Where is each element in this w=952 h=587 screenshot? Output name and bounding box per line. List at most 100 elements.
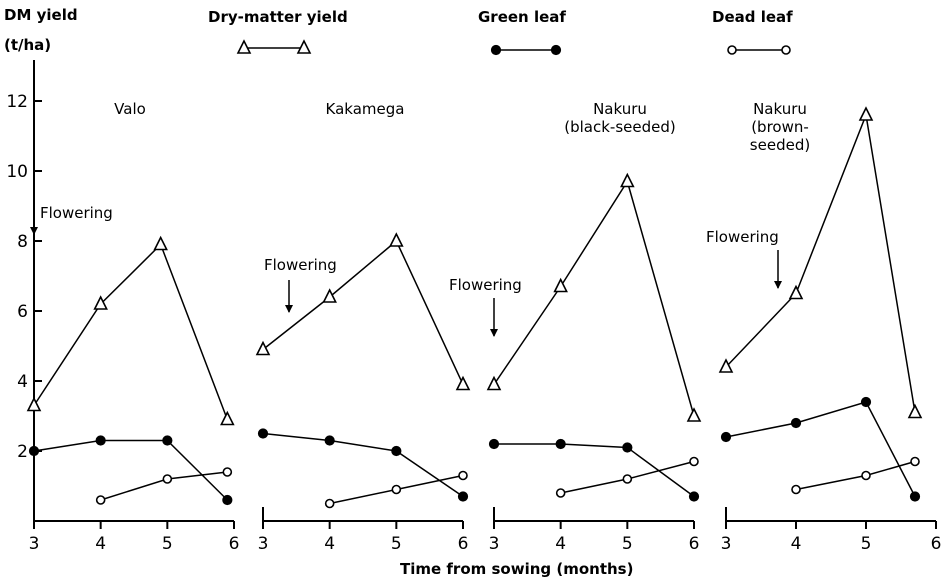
- series-line-panel-4-dry-matter-yield: [725, 112, 916, 413]
- legend-marker-dry-matter-yield-right: [296, 39, 312, 54]
- x-tick-label-panel-3-5: 5: [622, 534, 633, 554]
- point-panel-3-dead-leaf-1: [622, 474, 633, 484]
- x-tick-label-panel-2-4: 4: [324, 534, 335, 554]
- point-panel-3-green-leaf-0: [488, 438, 500, 450]
- point-panel-2-dry-matter-yield-0: [255, 340, 271, 356]
- legend-marker-green-leaf-left: [490, 44, 502, 56]
- flowering-arrow-head-panel-2: [285, 305, 293, 313]
- point-panel-1-green-leaf-2: [162, 435, 173, 446]
- point-panel-1-dry-matter-yield-1: [93, 295, 108, 310]
- point-panel-1-dead-leaf-1: [162, 474, 173, 484]
- x-tick-label-panel-3-4: 4: [555, 534, 566, 554]
- point-panel-2-dry-matter-yield-3: [455, 375, 471, 391]
- point-panel-2-green-leaf-2: [391, 445, 402, 457]
- x-tick-label-panel-4-4: 4: [791, 534, 802, 554]
- point-panel-1-dead-leaf-0: [95, 495, 106, 505]
- point-panel-3-dry-matter-yield-0: [486, 375, 502, 391]
- point-panel-3-green-leaf-1: [555, 438, 566, 450]
- point-panel-3-green-leaf-3: [688, 491, 700, 502]
- x-tick-label-panel-1-5: 5: [162, 534, 173, 554]
- legend-marker-dead-leaf-right: [781, 45, 791, 55]
- panel-title-nakuru-brown: Nakuru (brown- seeded): [749, 100, 811, 154]
- panel-title-nakuru-black: Nakuru (black-seeded): [564, 100, 676, 136]
- x-tick-label-panel-2-5: 5: [391, 534, 402, 554]
- legend-marker-green-leaf-right: [550, 44, 562, 56]
- panel-title-kakamega: Kakamega: [325, 100, 405, 118]
- point-panel-3-dry-matter-yield-1: [553, 277, 568, 293]
- x-axis-label: Time from sowing (months): [400, 560, 634, 578]
- point-panel-1-dry-matter-yield-0: [26, 396, 42, 412]
- flowering-arrow-head-panel-3: [490, 329, 498, 337]
- point-panel-4-dry-matter-yield-3: [907, 403, 923, 419]
- x-tick-label-panel-1-6: 6: [229, 534, 240, 554]
- point-panel-3-green-leaf-2: [622, 442, 633, 453]
- flowering-label-panel-2: Flowering: [264, 256, 337, 274]
- point-panel-2-green-leaf-0: [257, 428, 269, 439]
- x-tick-label-panel-3-3: 3: [489, 534, 500, 554]
- series-line-panel-1-green-leaf: [33, 439, 228, 501]
- x-tick-label-panel-4-3: 3: [721, 534, 732, 554]
- point-panel-2-dry-matter-yield-2: [389, 232, 404, 247]
- series-line-panel-1-dry-matter-yield: [33, 243, 229, 420]
- y-axis-label-line1: DM yield: [4, 6, 78, 24]
- point-panel-1-dry-matter-yield-3: [220, 410, 235, 426]
- point-panel-2-dry-matter-yield-1: [322, 288, 337, 303]
- legend-marker-dry-matter-yield-left: [236, 39, 252, 54]
- point-panel-1-dry-matter-yield-2: [153, 235, 168, 251]
- point-panel-4-green-leaf-0: [720, 431, 732, 443]
- x-tick-label-panel-3-6: 6: [689, 534, 700, 554]
- legend-label-green-leaf: Green leaf: [478, 8, 566, 26]
- flowering-arrow-head-panel-1: [30, 227, 38, 235]
- point-panel-1-green-leaf-0: [28, 445, 40, 457]
- y-tick-label-2: 2: [17, 442, 28, 462]
- point-panel-4-green-leaf-1: [790, 417, 802, 429]
- series-line-panel-2-green-leaf: [262, 432, 464, 498]
- flowering-label-panel-3: Flowering: [449, 276, 522, 294]
- y-tick-label-6: 6: [17, 302, 28, 322]
- y-axis-label-line2: (t/ha): [4, 36, 52, 54]
- x-tick-label-panel-4-5: 5: [861, 534, 872, 554]
- flowering-arrow-head-panel-4: [774, 281, 782, 289]
- point-panel-2-dead-leaf-2: [458, 470, 468, 481]
- series-line-panel-3-green-leaf: [494, 443, 695, 498]
- series-line-panel-4-dead-leaf: [795, 460, 916, 491]
- x-tick-label-panel-2-6: 6: [458, 534, 469, 554]
- x-tick-label-panel-2-3: 3: [258, 534, 269, 554]
- point-panel-2-green-leaf-1: [324, 435, 335, 446]
- point-panel-1-dead-leaf-2: [222, 467, 233, 477]
- panel-title-valo: Valo: [114, 100, 146, 118]
- y-tick-label-4: 4: [17, 372, 28, 392]
- x-tick-label-panel-1-3: 3: [29, 534, 40, 554]
- point-panel-4-dry-matter-yield-1: [788, 284, 804, 300]
- series-line-panel-4-green-leaf: [725, 401, 916, 497]
- series-line-panel-3-dry-matter-yield: [493, 179, 695, 417]
- legend-label-dead-leaf: Dead leaf: [712, 8, 793, 26]
- flowering-label-panel-1: Flowering: [40, 204, 113, 222]
- x-tick-label-panel-1-4: 4: [95, 534, 106, 554]
- flowering-label-panel-4: Flowering: [706, 228, 779, 246]
- y-tick-label-8: 8: [17, 232, 28, 252]
- point-panel-4-dead-leaf-1: [861, 470, 871, 481]
- x-tick-label-panel-4-6: 6: [931, 534, 942, 554]
- point-panel-2-green-leaf-3: [457, 491, 469, 502]
- point-panel-1-green-leaf-1: [95, 435, 106, 446]
- point-panel-3-dry-matter-yield-3: [686, 407, 702, 422]
- point-panel-2-dead-leaf-1: [391, 484, 402, 495]
- point-panel-4-dry-matter-yield-0: [718, 358, 734, 373]
- point-panel-4-dead-leaf-2: [910, 456, 920, 467]
- point-panel-3-dead-leaf-2: [689, 456, 699, 467]
- point-panel-2-dead-leaf-0: [324, 498, 335, 509]
- point-panel-4-dead-leaf-0: [791, 484, 801, 495]
- series-line-panel-2-dry-matter-yield: [262, 239, 464, 385]
- point-panel-4-dry-matter-yield-2: [858, 106, 874, 121]
- point-panel-4-green-leaf-3: [909, 491, 921, 502]
- point-panel-3-dry-matter-yield-2: [620, 172, 635, 188]
- legend-label-dry-matter: Dry-matter yield: [208, 8, 348, 26]
- point-panel-3-dead-leaf-0: [555, 488, 566, 498]
- y-tick-label-10: 10: [6, 162, 28, 182]
- y-tick-label-12: 12: [6, 92, 28, 112]
- point-panel-1-green-leaf-3: [222, 494, 233, 506]
- point-panel-4-green-leaf-2: [860, 396, 872, 408]
- legend-marker-dead-leaf-left: [727, 45, 737, 55]
